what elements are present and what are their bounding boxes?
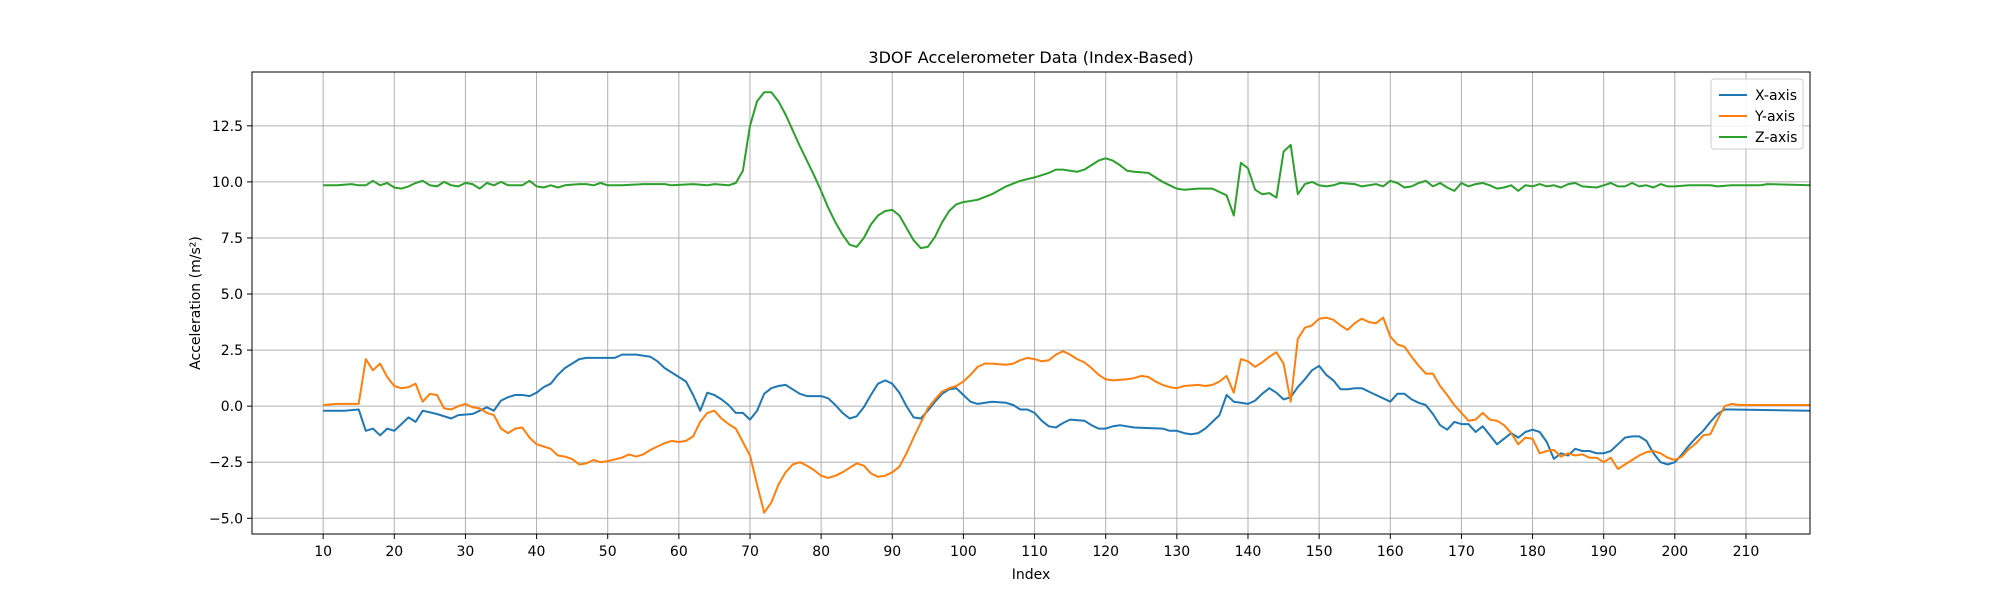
plot-frame: [251, 71, 1811, 535]
legend: X-axis Y-axis Z-axis: [1710, 78, 1804, 150]
x-tick-label: 200: [1661, 544, 1688, 560]
series-lines: [323, 91, 1811, 514]
legend-label: Y-axis: [1754, 109, 1795, 125]
x-tick-label: 20: [385, 544, 403, 560]
legend-box: [1710, 78, 1804, 150]
chart-title: 3DOF Accelerometer Data (Index-Based): [868, 48, 1193, 67]
y-tick-label: 5.0: [221, 287, 243, 303]
y-tick-label: −5.0: [209, 511, 243, 527]
x-tick-label: 110: [1021, 544, 1048, 560]
x-tick-label: 90: [883, 544, 901, 560]
x-tick-label: 180: [1519, 544, 1546, 560]
y-tick-label: 10.0: [212, 175, 243, 191]
x-tick-label: 150: [1306, 544, 1333, 560]
x-tick-label: 70: [741, 544, 759, 560]
x-axis-label: Index: [1012, 567, 1051, 583]
x-axis-ticks: 10 20 30 40 50 60 70 80 90 100 110 120 130 140 150 160 1…: [314, 534, 1759, 560]
x-tick-label: 120: [1092, 544, 1119, 560]
x-tick-label: 60: [670, 544, 688, 560]
legend-label: Z-axis: [1755, 130, 1797, 146]
x-tick-label: 130: [1163, 544, 1190, 560]
legend-label: X-axis: [1755, 88, 1797, 104]
x-tick-label: 40: [528, 544, 546, 560]
x-tick-label: 100: [950, 544, 977, 560]
series-line-y-axis: [323, 316, 1810, 514]
x-tick-label: 30: [457, 544, 475, 560]
x-tick-label: 10: [314, 544, 332, 560]
x-tick-label: 210: [1733, 544, 1760, 560]
grid: [252, 72, 1810, 534]
y-axis-label: Acceleration (m/s²): [188, 236, 204, 370]
y-tick-label: 7.5: [221, 231, 243, 247]
y-tick-label: 0.0: [221, 399, 243, 415]
y-tick-label: 12.5: [212, 119, 243, 135]
y-tick-label: −2.5: [209, 455, 243, 471]
series-line-x-axis: [323, 353, 1811, 466]
y-tick-label: 2.5: [221, 343, 243, 359]
x-tick-label: 190: [1590, 544, 1617, 560]
x-tick-label: 160: [1377, 544, 1404, 560]
x-tick-label: 80: [812, 544, 830, 560]
series-line-z-axis: [323, 91, 1811, 250]
x-tick-label: 140: [1235, 544, 1262, 560]
x-tick-label: 170: [1448, 544, 1475, 560]
x-tick-label: 50: [599, 544, 617, 560]
y-axis-ticks: −5.0 −2.5 0.0 2.5 5.0 7.5 10.0 12.5: [209, 119, 252, 527]
